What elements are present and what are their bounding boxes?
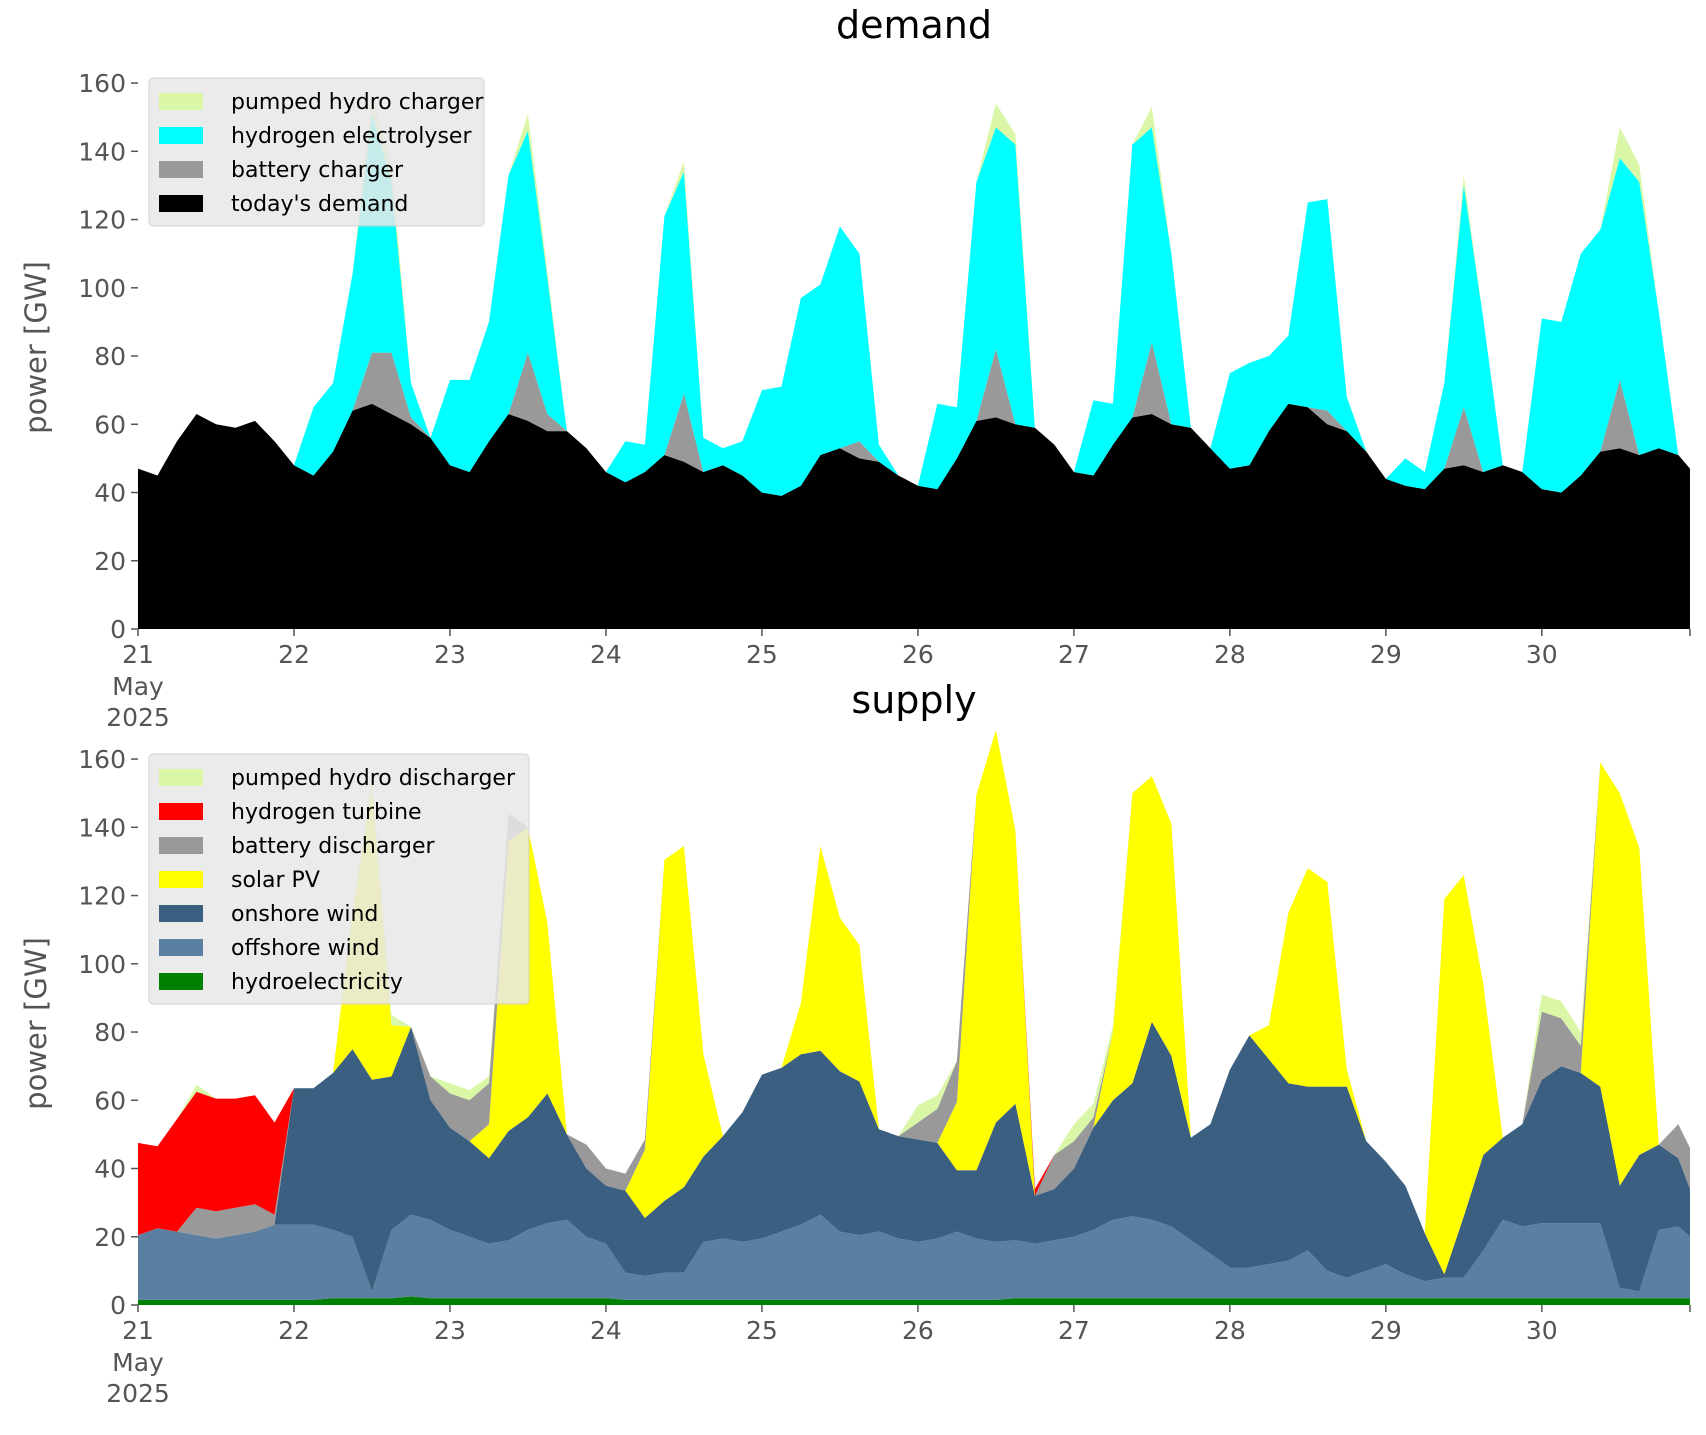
x-tick-label: 29 <box>1370 640 1402 669</box>
y-tick-label: 160 <box>78 69 126 98</box>
y-tick-label: 120 <box>78 206 126 235</box>
series-area-battery-discharger <box>138 730 1690 1239</box>
series-areas <box>138 96 1690 629</box>
x-tick-label: 26 <box>902 640 934 669</box>
legend-entry: offshore wind <box>231 936 380 961</box>
x-tick-sublabel: 2025 <box>106 1379 170 1408</box>
y-tick-label: 0 <box>110 615 126 644</box>
x-tick-label: 21 <box>122 1316 154 1345</box>
x-tick-label: 28 <box>1214 640 1246 669</box>
y-tick-label: 100 <box>78 950 126 979</box>
x-tick-label: 23 <box>434 1316 466 1345</box>
legend-swatch <box>159 195 203 212</box>
y-tick-label: 60 <box>94 1086 126 1115</box>
legend-swatch <box>159 769 203 786</box>
x-tick-sublabel: May <box>112 672 164 701</box>
x-tick-label: 27 <box>1058 640 1090 669</box>
legend: pumped hydro charger hydrogen electrolyse… <box>148 77 485 227</box>
y-tick-label: 0 <box>110 1291 126 1320</box>
y-tick-label: 120 <box>78 882 126 911</box>
panel-supply: supply 0 20 40 60 80 100 120 140 160 power [GW] 21 M… <box>19 678 1691 1408</box>
x-tick-label: 25 <box>746 1316 778 1345</box>
series-area-hydrogen-electrolyser <box>138 113 1690 496</box>
y-axis: 0 20 40 60 80 100 120 140 160 power [GW] <box>19 69 138 644</box>
series-area-offshore-wind <box>138 1214 1690 1300</box>
y-tick-label: 20 <box>94 547 126 576</box>
x-tick-label: 26 <box>902 1316 934 1345</box>
legend-box <box>148 753 530 1005</box>
legend-entry: battery charger <box>231 158 404 183</box>
x-tick-sublabel: May <box>112 1348 164 1377</box>
series-area-hydroelectricity <box>138 1296 1690 1305</box>
legend-entry: pumped hydro discharger <box>231 766 516 791</box>
x-tick-label: 22 <box>278 1316 310 1345</box>
y-axis: 0 20 40 60 80 100 120 140 160 power [GW] <box>19 745 138 1320</box>
legend-entry: hydroelectricity <box>231 970 403 995</box>
x-tick-label: 24 <box>590 640 622 669</box>
x-tick-label: 23 <box>434 640 466 669</box>
y-tick-label: 60 <box>94 410 126 439</box>
legend-swatch <box>159 161 203 178</box>
legend-swatch <box>159 871 203 888</box>
x-tick-label: 27 <box>1058 1316 1090 1345</box>
x-tick-label: 29 <box>1370 1316 1402 1345</box>
legend-swatch <box>159 837 203 854</box>
legend-swatch <box>159 939 203 956</box>
x-tick-sublabel: 2025 <box>106 703 170 732</box>
legend-entry: today's demand <box>231 192 408 217</box>
legend: pumped hydro discharger hydrogen turbine b… <box>148 753 530 1005</box>
legend-swatch <box>159 905 203 922</box>
legend-swatch <box>159 93 203 110</box>
chart-title: supply <box>851 678 976 722</box>
panel-demand: demand 0 20 40 60 80 100 120 140 160 power [GW] 21 M… <box>19 3 1691 732</box>
x-tick-label: 30 <box>1526 1316 1558 1345</box>
x-tick-label: 24 <box>590 1316 622 1345</box>
legend-entry: solar PV <box>231 868 320 893</box>
y-tick-label: 140 <box>78 137 126 166</box>
series-area-battery-charger <box>138 342 1690 496</box>
legend-entry: hydrogen turbine <box>231 800 422 825</box>
legend-swatch <box>159 127 203 144</box>
legend-box <box>148 77 485 227</box>
legend-entry: pumped hydro charger <box>231 90 484 115</box>
y-tick-label: 100 <box>78 274 126 303</box>
x-tick-label: 21 <box>122 640 154 669</box>
legend-swatch <box>159 803 203 820</box>
y-tick-label: 140 <box>78 813 126 842</box>
y-axis-label: power [GW] <box>19 937 53 1110</box>
y-tick-label: 40 <box>94 1155 126 1184</box>
x-tick-label: 25 <box>746 640 778 669</box>
chart-title: demand <box>836 3 992 47</box>
y-tick-label: 160 <box>78 745 126 774</box>
series-area-onshore-wind <box>138 1021 1690 1292</box>
legend-entry: battery discharger <box>231 834 436 859</box>
series-area-today-s-demand <box>138 403 1690 629</box>
y-tick-label: 80 <box>94 1018 126 1047</box>
y-tick-label: 40 <box>94 479 126 508</box>
legend-swatch <box>159 973 203 990</box>
legend-entry: hydrogen electrolyser <box>231 124 472 149</box>
legend-entry: onshore wind <box>231 902 378 927</box>
x-tick-label: 30 <box>1526 640 1558 669</box>
y-tick-label: 80 <box>94 342 126 371</box>
y-tick-label: 20 <box>94 1223 126 1252</box>
x-tick-label: 28 <box>1214 1316 1246 1345</box>
x-tick-label: 22 <box>278 640 310 669</box>
y-axis-label: power [GW] <box>19 261 53 434</box>
